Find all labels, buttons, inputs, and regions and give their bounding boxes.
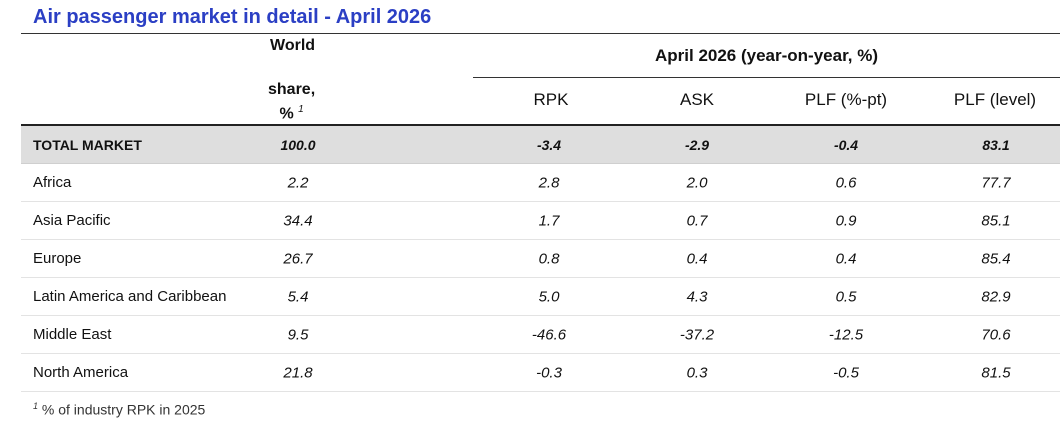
footnote: 1 % of industry RPK in 2025 <box>33 401 205 418</box>
world-share-header-percent: % <box>279 105 294 123</box>
april-group-header: April 2026 (year-on-year, %) <box>655 46 878 65</box>
cell-value: 82.9 <box>981 288 1011 305</box>
cell-value: -37.2 <box>679 326 715 343</box>
cell-value: -0.5 <box>833 364 859 381</box>
group-rule <box>473 77 1060 78</box>
column-header-plf-level: PLF (level) <box>953 90 1037 109</box>
row-values: 9.5 -46.6 -37.2 -12.5 70.6 <box>261 315 1060 354</box>
row-label: Latin America and Caribbean <box>21 277 261 316</box>
cell-value: 85.4 <box>981 250 1011 267</box>
cell-value: 2.2 <box>287 174 309 191</box>
cell-value: 26.7 <box>283 250 313 267</box>
table-row: Latin America and Caribbean 5.4 5.0 4.3 0.5 8… <box>21 277 1060 316</box>
column-header-plf-pt: PLF (%-pt) <box>804 90 888 109</box>
header-rule <box>21 124 1060 126</box>
cell-value: -12.5 <box>828 326 864 343</box>
cell-value: -46.6 <box>531 326 567 343</box>
world-share-header-line2: share, % 1 <box>268 80 315 124</box>
cell-value: 77.7 <box>981 174 1011 191</box>
row-label: TOTAL MARKET <box>21 126 261 164</box>
cell-value: 9.5 <box>287 326 309 343</box>
cell-value: -2.9 <box>684 136 710 153</box>
row-label: Asia Pacific <box>21 201 261 240</box>
cell-value: -0.4 <box>833 136 859 153</box>
cell-value: 0.3 <box>686 364 708 381</box>
footnote-mark: 1 <box>33 401 39 411</box>
row-values: 2.2 2.8 2.0 0.6 77.7 <box>261 163 1060 202</box>
cell-value: 70.6 <box>981 326 1011 343</box>
cell-value: 34.4 <box>283 212 313 229</box>
row-values: 100.0 -3.4 -2.9 -0.4 83.1 <box>261 126 1060 164</box>
cell-value: 0.4 <box>686 250 708 267</box>
world-share-header-line1: World <box>270 37 316 54</box>
cell-value: 100.0 <box>280 136 316 153</box>
page-title: Air passenger market in detail - April 2… <box>33 6 432 28</box>
cell-value: 81.5 <box>981 364 1011 381</box>
cell-value: 0.6 <box>835 174 857 191</box>
world-share-header-share: share, <box>268 81 316 98</box>
cell-value: 0.8 <box>538 250 560 267</box>
market-table: TOTAL MARKET 100.0 -3.4 -2.9 -0.4 83.1 Africa 2… <box>21 126 1060 392</box>
row-label: North America <box>21 353 261 392</box>
top-rule <box>21 33 1060 34</box>
cell-value: 0.7 <box>686 212 708 229</box>
table-row: Europe 26.7 0.8 0.4 0.4 85.4 <box>21 239 1060 278</box>
cell-value: 5.0 <box>538 288 560 305</box>
row-values: 5.4 5.0 4.3 0.5 82.9 <box>261 277 1060 316</box>
cell-value: 85.1 <box>981 212 1011 229</box>
table-row: Africa 2.2 2.8 2.0 0.6 77.7 <box>21 163 1060 202</box>
row-values: 34.4 1.7 0.7 0.9 85.1 <box>261 201 1060 240</box>
total-row: TOTAL MARKET 100.0 -3.4 -2.9 -0.4 83.1 <box>21 126 1060 164</box>
footnote-text: % of industry RPK in 2025 <box>38 401 206 418</box>
cell-value: 2.0 <box>686 174 708 191</box>
row-label: Middle East <box>21 315 261 354</box>
cell-value: 4.3 <box>686 288 708 305</box>
cell-value: -3.4 <box>536 136 562 153</box>
cell-value: 0.5 <box>835 288 857 305</box>
cell-value: 83.1 <box>982 136 1010 153</box>
cell-value: 1.7 <box>538 212 560 229</box>
row-values: 26.7 0.8 0.4 0.4 85.4 <box>261 239 1060 278</box>
row-values: 21.8 -0.3 0.3 -0.5 81.5 <box>261 353 1060 392</box>
cell-value: 0.9 <box>835 212 857 229</box>
cell-value: -0.3 <box>536 364 562 381</box>
cell-value: 2.8 <box>538 174 560 191</box>
table-row: North America 21.8 -0.3 0.3 -0.5 81.5 <box>21 353 1060 392</box>
world-share-footnote-mark: 1 <box>298 104 304 115</box>
column-header-ask: ASK <box>679 90 715 109</box>
table-row: Asia Pacific 34.4 1.7 0.7 0.9 85.1 <box>21 201 1060 240</box>
row-label: Europe <box>21 239 261 278</box>
cell-value: 5.4 <box>287 288 309 305</box>
table-row: Middle East 9.5 -46.6 -37.2 -12.5 70.6 <box>21 315 1060 354</box>
row-label: Africa <box>21 163 261 202</box>
cell-value: 21.8 <box>283 364 313 381</box>
column-header-rpk: RPK <box>533 90 569 109</box>
cell-value: 0.4 <box>835 250 857 267</box>
